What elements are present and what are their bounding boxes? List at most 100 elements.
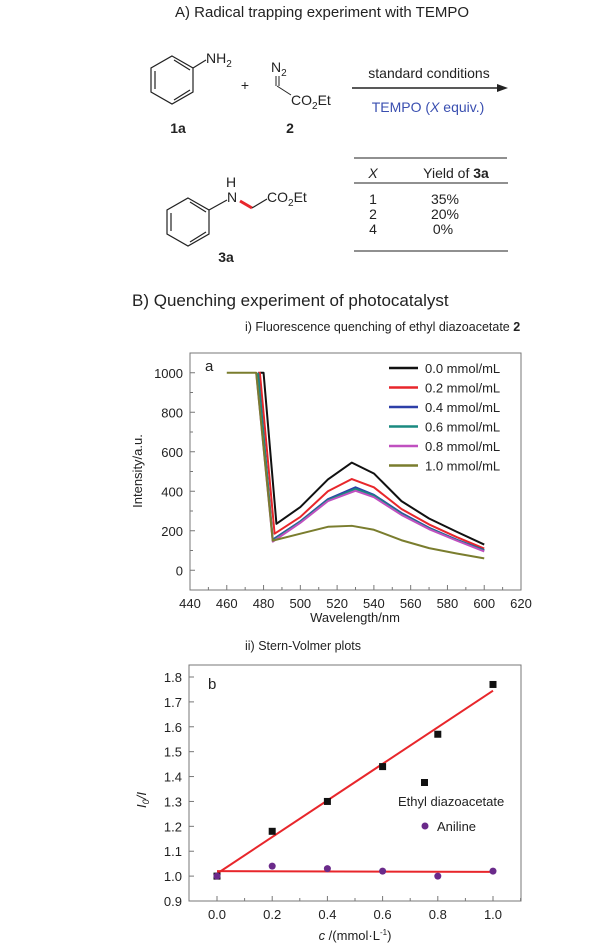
x-tick-label: 460	[216, 596, 238, 611]
subtitle-ii: ii) Stern-Volmer plots	[245, 639, 361, 653]
x-tick-label: 560	[400, 596, 422, 611]
header-yield: Yield of 3a	[423, 165, 489, 181]
series-line	[226, 371, 485, 560]
data-point-square	[489, 680, 497, 688]
y-tick-label: 1.3	[164, 794, 182, 809]
x-axis-label: c /(mmol·L-1)	[319, 928, 392, 943]
row-yield: 0%	[433, 221, 453, 237]
legend-label: 0.0 mmol/mL	[425, 361, 500, 376]
h-label: H	[226, 174, 236, 190]
compound-label-1a: 1a	[170, 120, 186, 136]
n-label: N	[227, 189, 237, 205]
subtitle-i: i) Fluorescence quenching of ethyl diazo…	[245, 320, 520, 334]
y-tick-label: 1000	[154, 366, 183, 381]
nh2-label: NH2	[206, 50, 232, 70]
product-structure	[166, 197, 268, 247]
y-tick-label: 1.7	[164, 695, 182, 710]
data-point-square	[434, 730, 442, 738]
stern-volmer-chart: 0.0 0.2 0.4 0.6 0.8 1.0 0.9 1.0 1.1 1.2 1.3 1.4 1.5 1…	[134, 664, 522, 943]
data-point-square	[379, 763, 387, 771]
x-tick-label: 500	[289, 596, 311, 611]
panel-label: b	[208, 676, 216, 693]
n2-label: N2	[271, 59, 287, 79]
x-tick-label: 600	[473, 596, 495, 611]
section-b-title: B) Quenching experiment of photocatalyst	[132, 291, 449, 310]
series-line	[258, 371, 485, 550]
x-tick-label: 520	[326, 596, 348, 611]
plus-sign: +	[241, 77, 249, 93]
fluorescence-chart: 440 460 480 500 520 540 560 580 600 620 0 200 400 600…	[130, 352, 532, 625]
y-tick-label: 1.5	[164, 745, 182, 760]
y-tick-label: 1.0	[164, 869, 182, 884]
reaction-arrow	[352, 84, 508, 92]
y-tick-label: 1.6	[164, 720, 182, 735]
row-x: 4	[369, 221, 377, 237]
y-tick-label: 400	[161, 484, 183, 499]
series-line	[255, 372, 485, 553]
series-line	[259, 371, 485, 546]
y-axis-label: I0/I	[134, 792, 151, 808]
x-tick-label: 480	[253, 596, 275, 611]
legend-label: 0.4 mmol/mL	[425, 400, 500, 415]
x-tick-label: 440	[179, 596, 201, 611]
y-axis-label: Intensity/a.u.	[130, 434, 145, 508]
x-tick-label: 0.8	[429, 907, 447, 922]
x-tick-label: 0.0	[208, 907, 226, 922]
y-tick-label: 1.4	[164, 770, 182, 785]
yield-table: X Yield of 3a 1 35% 2 20% 4 0%	[354, 157, 508, 252]
diazo-bonds	[275, 76, 292, 96]
y-tick-label: 1.1	[164, 844, 182, 859]
row-x: 1	[369, 191, 377, 207]
data-point-circle	[268, 862, 276, 870]
header-x: X	[367, 165, 378, 181]
y-tick-label: 800	[161, 405, 183, 420]
legend-label: Ethyl diazoacetate	[398, 794, 504, 809]
row-yield: 35%	[431, 191, 459, 207]
legend-label: 0.2 mmol/mL	[425, 381, 500, 396]
y-tick-label: 1.2	[164, 819, 182, 834]
product-ester-label: CO2Et	[267, 189, 307, 209]
data-point-circle	[434, 872, 442, 880]
legend-label: Aniline	[437, 819, 476, 834]
x-tick-label: 580	[437, 596, 459, 611]
y-tick-label: 0	[176, 563, 183, 578]
y-axis-label-sub: 0	[141, 799, 151, 804]
legend-marker-circle	[421, 822, 429, 830]
data-point-circle	[213, 872, 221, 880]
x-axis-label-end: )	[387, 928, 391, 943]
data-point-square	[323, 797, 331, 805]
x-axis-label-c: c	[319, 928, 326, 943]
row-x: 2	[369, 206, 377, 222]
y-tick-label: 1.8	[164, 670, 182, 685]
aniline-structure	[150, 55, 207, 105]
legend-label: 0.8 mmol/mL	[425, 439, 500, 454]
fit-line	[216, 689, 494, 875]
x-axis-label-sup: -1	[380, 928, 388, 937]
x-tick-label: 620	[510, 596, 532, 611]
arrow-bottom-text: TEMPO (X equiv.)	[372, 99, 485, 115]
y-tick-label: 200	[161, 524, 183, 539]
data-point-circle	[489, 867, 497, 875]
panel-label: a	[205, 358, 214, 375]
x-tick-label: 0.6	[374, 907, 392, 922]
x-tick-label: 0.4	[318, 907, 336, 922]
y-tick-label: 600	[161, 445, 183, 460]
section-a-title: A) Radical trapping experiment with TEMP…	[175, 4, 469, 21]
data-point-circle	[323, 865, 331, 873]
data-point-square	[268, 827, 276, 835]
compound-label-3a: 3a	[218, 249, 234, 265]
y-axis-label-end: /I	[134, 792, 149, 801]
compound-label-2: 2	[286, 120, 294, 136]
ester-label: CO2Et	[291, 92, 331, 112]
x-axis-label-unit: /(mmol·L	[325, 928, 380, 943]
legend-marker-square	[421, 779, 428, 786]
y-tick-label: 0.9	[164, 894, 182, 909]
legend-label: 0.6 mmol/mL	[425, 420, 500, 435]
arrow-top-text: standard conditions	[368, 65, 489, 81]
row-yield: 20%	[431, 206, 459, 222]
data-point-circle	[379, 867, 387, 875]
y-axis-label-i0: I	[134, 804, 149, 808]
x-axis-label: Wavelength/nm	[310, 610, 400, 625]
legend-label: 1.0 mmol/mL	[425, 459, 500, 474]
